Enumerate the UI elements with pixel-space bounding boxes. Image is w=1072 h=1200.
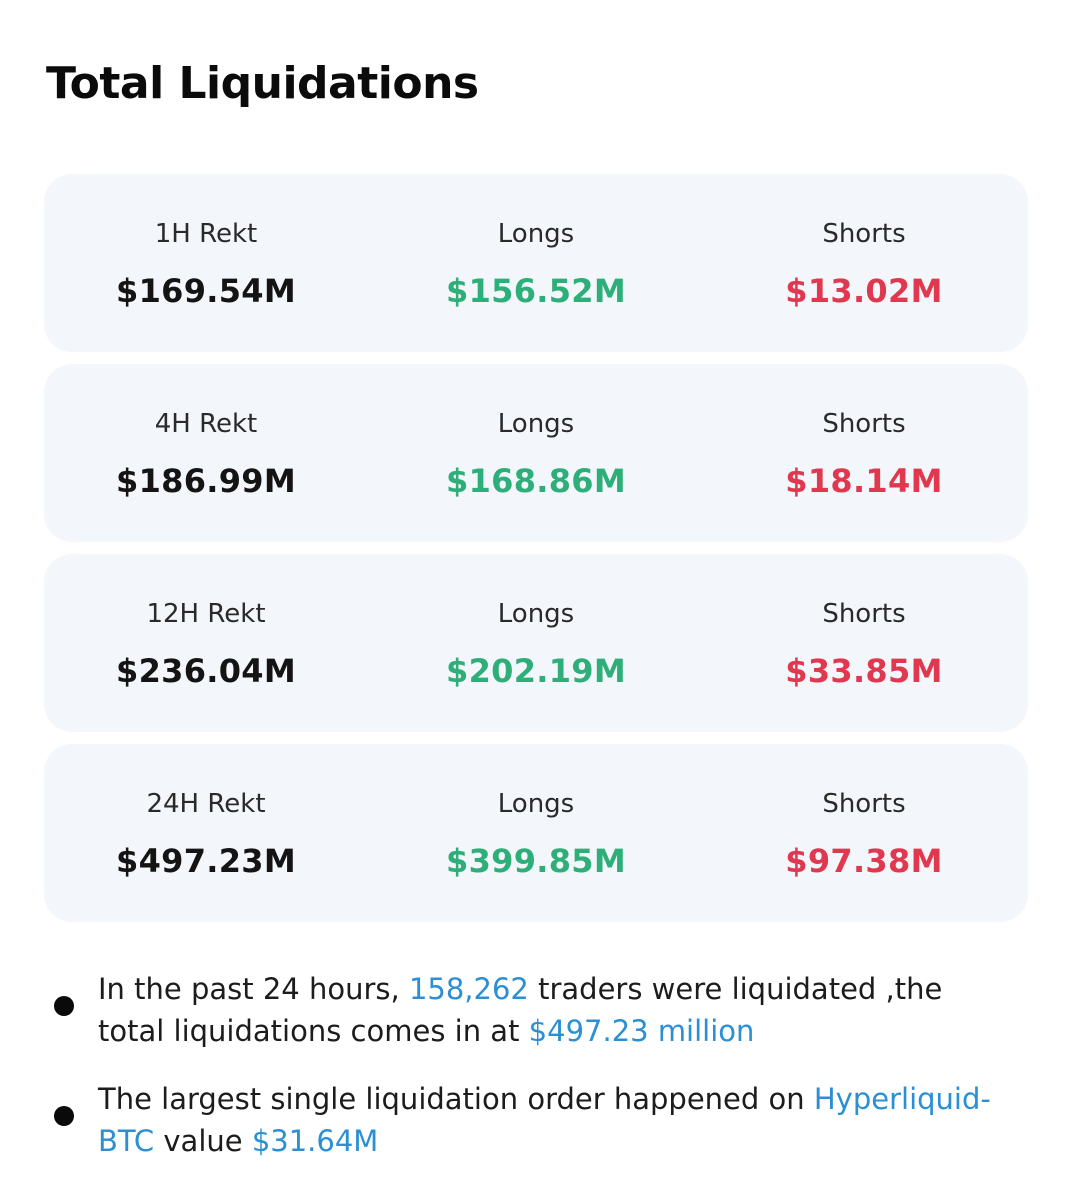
shorts-column: Shorts $13.02M [700,174,1028,352]
longs-label: Longs [498,218,574,250]
period-label: 1H Rekt [155,218,258,250]
traders-count-link[interactable]: 158,262 [409,972,529,1006]
summary-notes: In the past 24 hours, 158,262 traders we… [52,968,1012,1188]
shorts-value: $13.02M [785,272,942,310]
page-title: Total Liquidations [46,58,479,109]
total-liquidations-link[interactable]: $497.23 million [529,1014,755,1048]
total-column: 1H Rekt $169.54M [42,174,370,352]
shorts-value: $97.38M [785,842,942,880]
longs-value: $168.86M [446,462,626,500]
bullet-dot-icon [54,996,74,1016]
longs-label: Longs [498,408,574,440]
note-text: The largest single liquidation order hap… [98,1082,814,1116]
note-traders-liquidated: In the past 24 hours, 158,262 traders we… [52,968,1012,1052]
total-column: 12H Rekt $236.04M [42,554,370,732]
longs-column: Longs $156.52M [372,174,700,352]
bullet-dot-icon [54,1106,74,1126]
period-label: 4H Rekt [155,408,258,440]
shorts-label: Shorts [822,218,905,250]
note-text: In the past 24 hours, [98,972,409,1006]
total-value: $497.23M [116,842,296,880]
shorts-label: Shorts [822,598,905,630]
liquidation-card-12h: 12H Rekt $236.04M Longs $202.19M Shorts … [44,554,1028,732]
note-largest-order: The largest single liquidation order hap… [52,1078,1012,1162]
total-value: $169.54M [116,272,296,310]
shorts-value: $33.85M [785,652,942,690]
liquidation-card-24h: 24H Rekt $497.23M Longs $399.85M Shorts … [44,744,1028,922]
shorts-column: Shorts $97.38M [700,744,1028,922]
total-value: $236.04M [116,652,296,690]
longs-column: Longs $202.19M [372,554,700,732]
longs-column: Longs $168.86M [372,364,700,542]
liquidation-cards: 1H Rekt $169.54M Longs $156.52M Shorts $… [44,174,1028,934]
longs-value: $202.19M [446,652,626,690]
total-column: 24H Rekt $497.23M [42,744,370,922]
total-value: $186.99M [116,462,296,500]
shorts-label: Shorts [822,408,905,440]
shorts-label: Shorts [822,788,905,820]
note-text: value [154,1124,252,1158]
longs-value: $156.52M [446,272,626,310]
longs-column: Longs $399.85M [372,744,700,922]
longs-label: Longs [498,598,574,630]
shorts-value: $18.14M [785,462,942,500]
longs-label: Longs [498,788,574,820]
period-label: 24H Rekt [146,788,265,820]
largest-order-value-link[interactable]: $31.64M [252,1124,379,1158]
liquidation-card-1h: 1H Rekt $169.54M Longs $156.52M Shorts $… [44,174,1028,352]
shorts-column: Shorts $33.85M [700,554,1028,732]
period-label: 12H Rekt [146,598,265,630]
longs-value: $399.85M [446,842,626,880]
shorts-column: Shorts $18.14M [700,364,1028,542]
total-column: 4H Rekt $186.99M [42,364,370,542]
liquidation-card-4h: 4H Rekt $186.99M Longs $168.86M Shorts $… [44,364,1028,542]
